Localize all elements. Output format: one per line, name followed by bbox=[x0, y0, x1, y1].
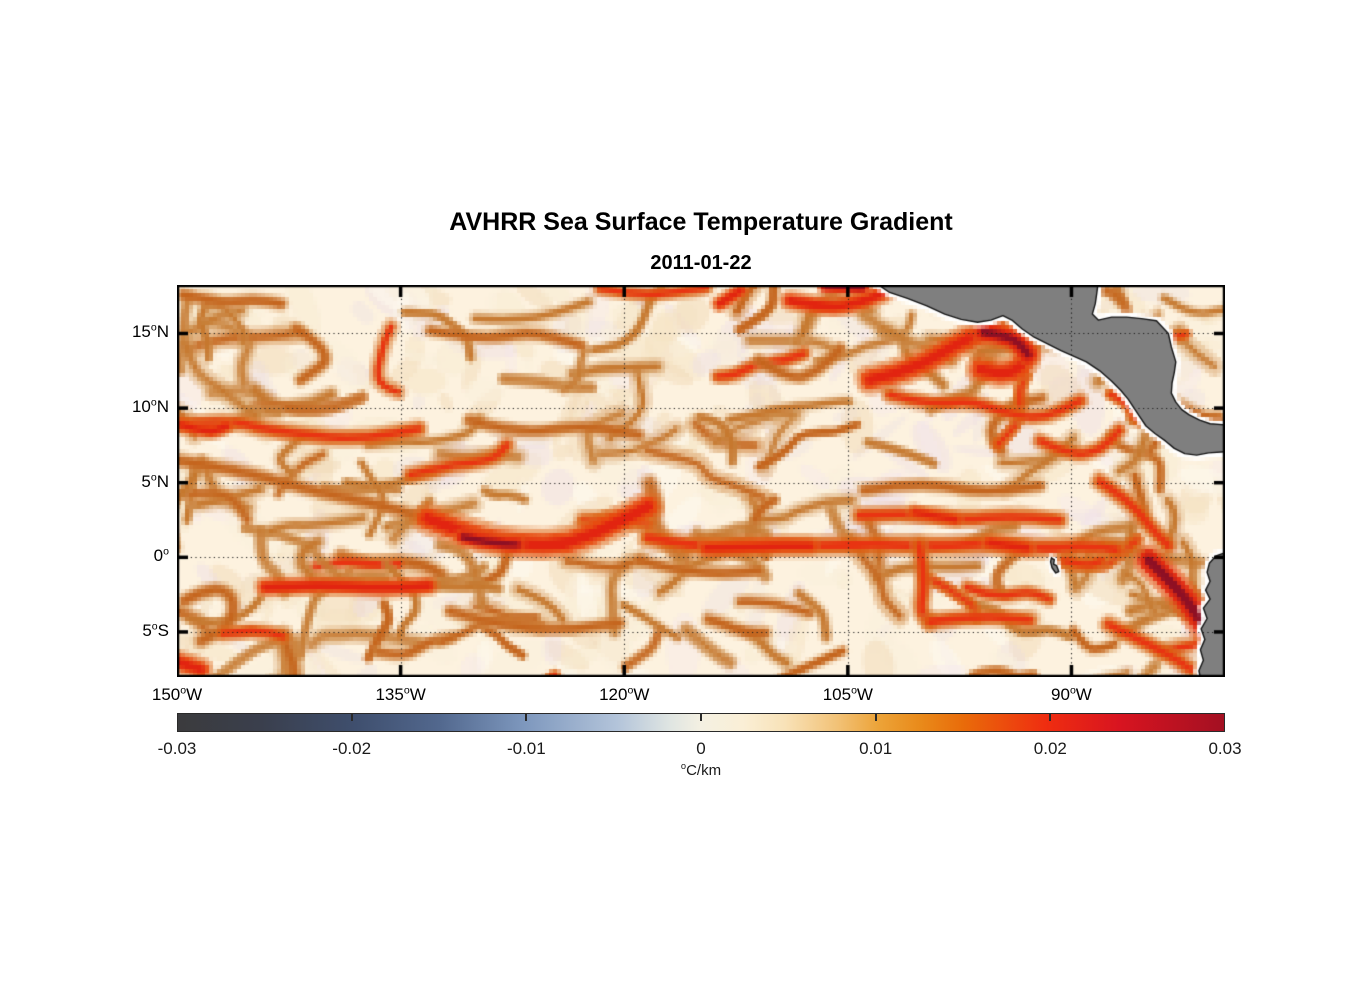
colorbar-tick-label: -0.03 bbox=[157, 739, 197, 758]
colorbar-tick-mark bbox=[874, 714, 877, 721]
lon-tick-label: 90oW bbox=[1051, 684, 1092, 704]
colorbar-unit-text: oC/km bbox=[680, 761, 722, 779]
colorbar-tick-label: 0.02 bbox=[1033, 739, 1067, 758]
lat-tick-label: 5oS bbox=[142, 620, 169, 640]
map-plot-area bbox=[177, 285, 1225, 677]
colorbar-tick-mark bbox=[1049, 714, 1052, 721]
lon-tick-label: 105oW bbox=[822, 684, 873, 704]
chart-title: AVHRR Sea Surface Temperature Gradient bbox=[449, 208, 953, 236]
colorbar-tick-label: -0.02 bbox=[332, 739, 372, 758]
lon-tick-label: 120oW bbox=[599, 684, 650, 704]
sst-gradient-map-canvas bbox=[177, 285, 1225, 677]
lat-tick-label: 15oN bbox=[131, 321, 169, 342]
lon-tick-label: 135oW bbox=[375, 684, 426, 704]
lat-tick-label: 0o bbox=[153, 545, 169, 566]
lat-tick-label: 5oN bbox=[141, 471, 169, 491]
colorbar-tick-label: 0 bbox=[696, 739, 706, 758]
colorbar-tick-mark bbox=[700, 714, 702, 721]
colorbar-unit-label: oC/km bbox=[177, 761, 1225, 779]
colorbar bbox=[177, 713, 1225, 732]
colorbar-tick-label: 0.01 bbox=[859, 739, 893, 758]
lon-tick-label: 150oW bbox=[151, 684, 203, 704]
colorbar-tick-label: -0.01 bbox=[506, 739, 546, 758]
chart-date-subtitle: 2011-01-22 bbox=[650, 252, 752, 274]
colorbar-tick-label: 0.03 bbox=[1208, 739, 1242, 758]
colorbar-tick-mark bbox=[350, 714, 353, 721]
colorbar-tick-mark bbox=[525, 714, 528, 721]
lat-tick-label: 10oN bbox=[131, 396, 169, 417]
